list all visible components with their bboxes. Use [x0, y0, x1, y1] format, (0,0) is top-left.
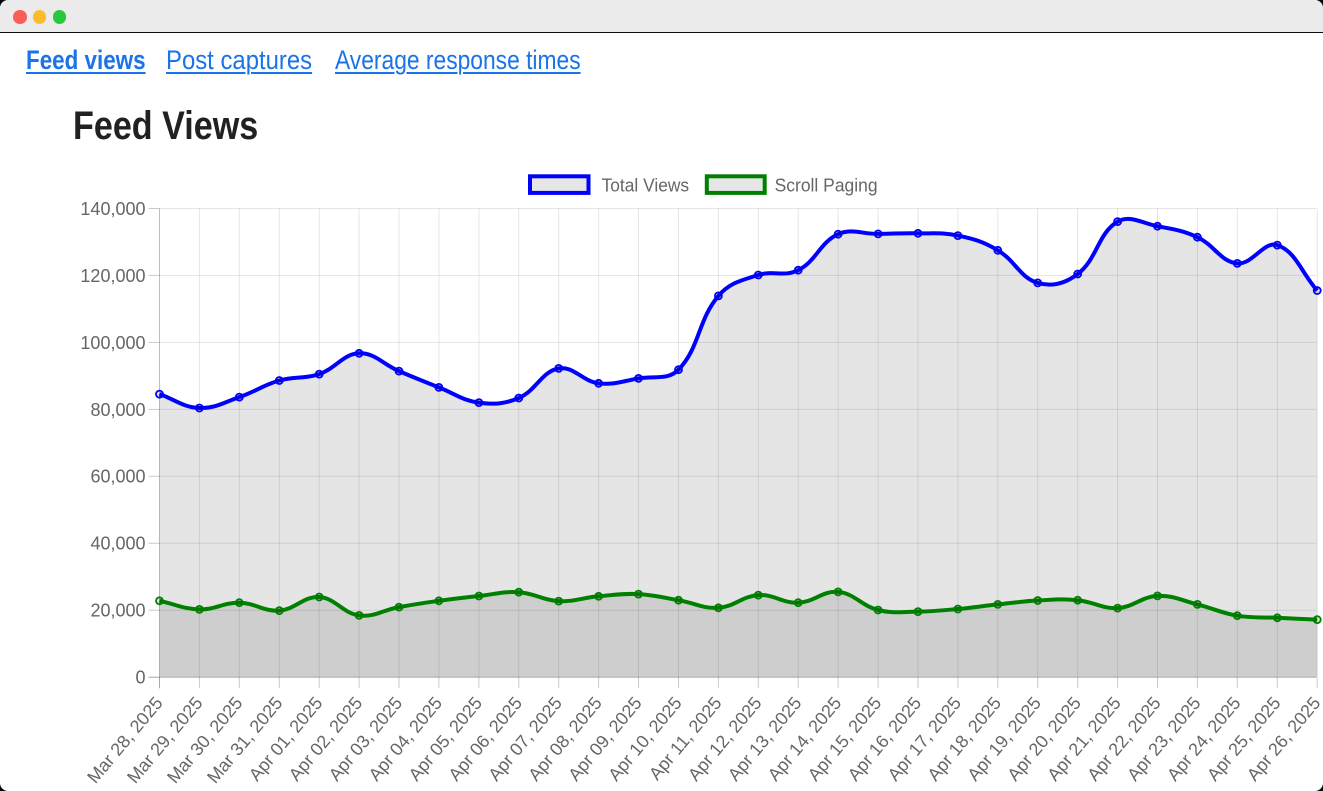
svg-text:40,000: 40,000: [90, 534, 145, 554]
svg-text:0: 0: [135, 668, 145, 688]
svg-text:100,000: 100,000: [80, 333, 145, 353]
svg-text:Total Views: Total Views: [602, 176, 690, 196]
svg-text:20,000: 20,000: [90, 601, 145, 621]
svg-text:120,000: 120,000: [80, 266, 145, 286]
svg-text:Scroll Paging: Scroll Paging: [775, 176, 878, 196]
svg-text:140,000: 140,000: [80, 199, 145, 219]
svg-text:80,000: 80,000: [90, 400, 145, 420]
svg-text:60,000: 60,000: [90, 467, 145, 487]
